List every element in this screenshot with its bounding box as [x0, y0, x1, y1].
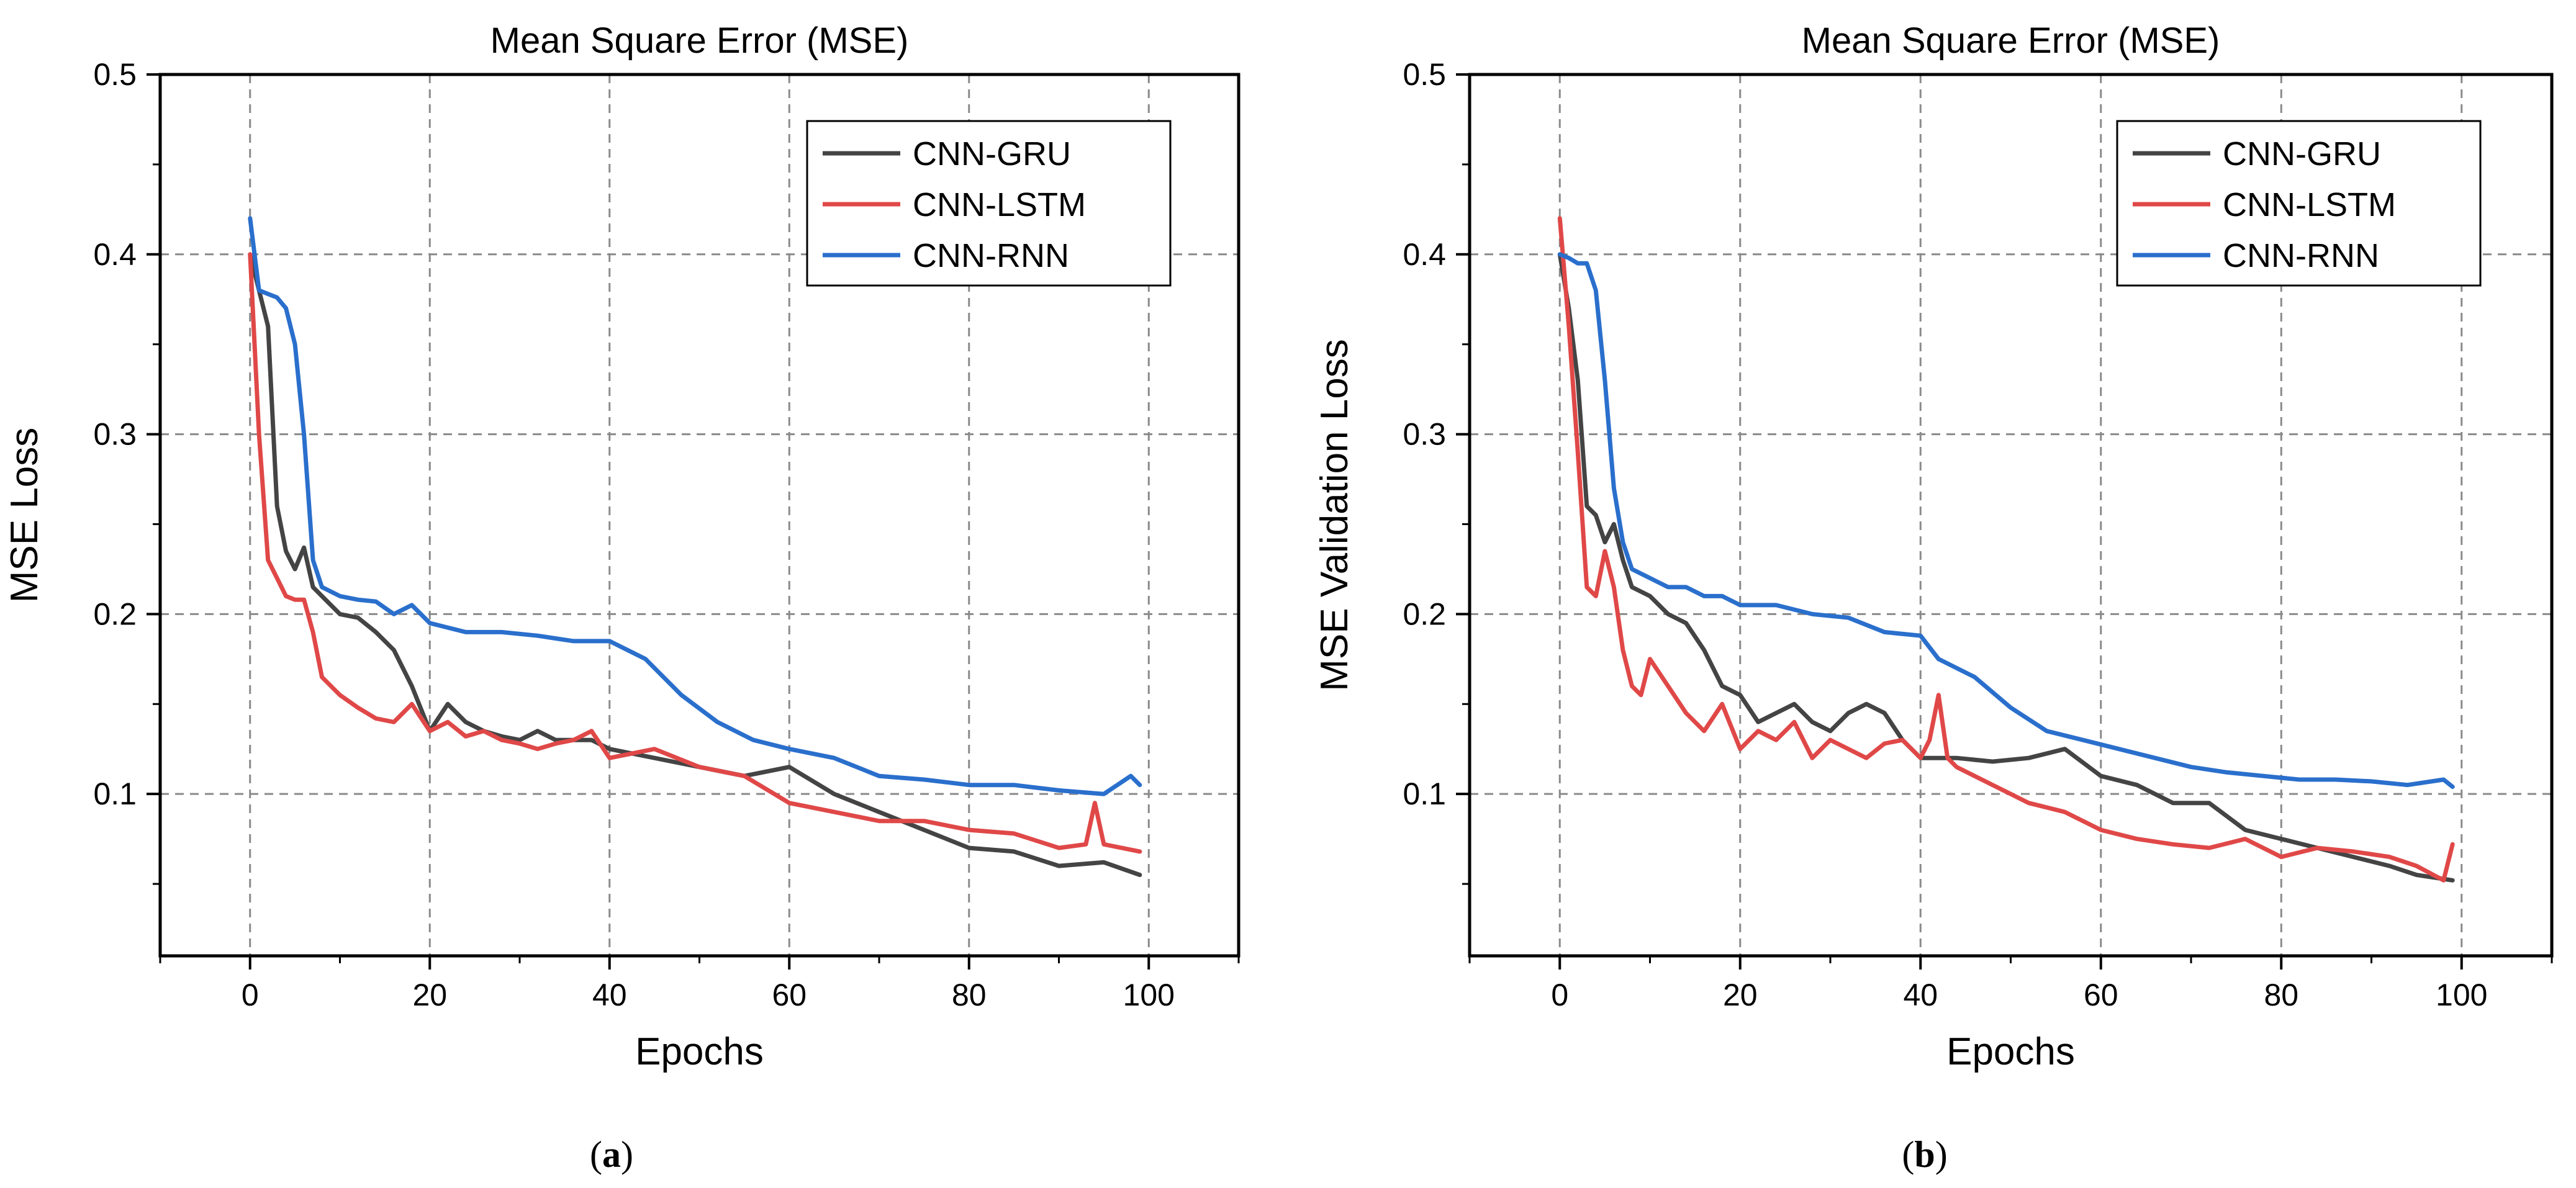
caption-a-letter: a: [602, 1134, 621, 1175]
x-tick-label: 40: [1903, 978, 1938, 1012]
y-tick-label: 0.5: [93, 57, 137, 92]
legend-label-cnn-gru: CNN-GRU: [2223, 135, 2381, 173]
series-line-cnn-rnn: [1557, 252, 2455, 790]
y-tick-label: 0.3: [1403, 417, 1446, 452]
legend-label-cnn-rnn: CNN-RNN: [2223, 237, 2379, 274]
x-tick-label: 20: [1723, 978, 1758, 1012]
chart-title: Mean Square Error (MSE): [490, 20, 909, 61]
x-tick-label: 0: [1551, 978, 1568, 1012]
legend: CNN-GRU CNN-LSTM CNN-RNN: [806, 120, 1172, 287]
caption-a: (a): [590, 1134, 633, 1175]
legend-label-cnn-rnn: CNN-RNN: [913, 237, 1069, 274]
legend-label-cnn-gru: CNN-GRU: [913, 135, 1071, 173]
y-axis-label: MSE Validation Loss: [1313, 339, 1356, 691]
x-tick-label: 100: [1123, 978, 1175, 1012]
x-tick-label: 80: [2264, 978, 2298, 1012]
x-axis-label: Epochs: [635, 1030, 764, 1073]
series-line-cnn-gru: [1557, 252, 2455, 883]
x-tick-label: 60: [2084, 978, 2118, 1012]
y-tick-label: 0.1: [1403, 776, 1446, 811]
x-tick-label: 0: [242, 978, 259, 1012]
y-tick-label: 0.5: [1403, 57, 1446, 92]
caption-b: (b): [1902, 1134, 1947, 1175]
x-axis-label: Epochs: [1946, 1030, 2075, 1073]
y-tick-label: 0.3: [93, 417, 137, 452]
y-tick-label: 0.2: [1403, 596, 1446, 631]
x-tick-label: 80: [952, 978, 987, 1012]
y-tick-label: 0.2: [93, 596, 137, 631]
y-tick-label: 0.4: [93, 237, 137, 272]
y-axis-label: MSE Loss: [3, 428, 46, 603]
x-tick-label: 20: [412, 978, 447, 1012]
series-line-cnn-gru: [248, 252, 1142, 878]
caption-b-letter: b: [1914, 1134, 1935, 1175]
x-tick-label: 40: [592, 978, 627, 1012]
chart-a: 0 20 40 60 80 100 0.1 0.2 0.3 0.4 0.5 Mean Square E…: [3, 20, 1241, 1073]
chart-b: 0 20 40 60 80 100 0.1 0.2 0.3 0.4 0.5 Mean Square E…: [1313, 20, 2554, 1073]
y-tick-label: 0.4: [1403, 237, 1446, 272]
legend: CNN-GRU CNN-LSTM CNN-RNN: [2116, 120, 2482, 287]
series-line-cnn-rnn: [248, 216, 1142, 796]
chart-title: Mean Square Error (MSE): [1802, 20, 2220, 61]
legend-label-cnn-lstm: CNN-LSTM: [2223, 186, 2396, 223]
x-tick-label: 100: [2436, 978, 2487, 1012]
series-line-cnn-lstm: [248, 252, 1142, 854]
x-tick-label: 60: [772, 978, 807, 1012]
legend-label-cnn-lstm: CNN-LSTM: [913, 186, 1086, 223]
y-tick-label: 0.1: [93, 776, 137, 811]
captions: (a) (b): [590, 1134, 1948, 1175]
series-line-cnn-lstm: [1557, 216, 2455, 883]
